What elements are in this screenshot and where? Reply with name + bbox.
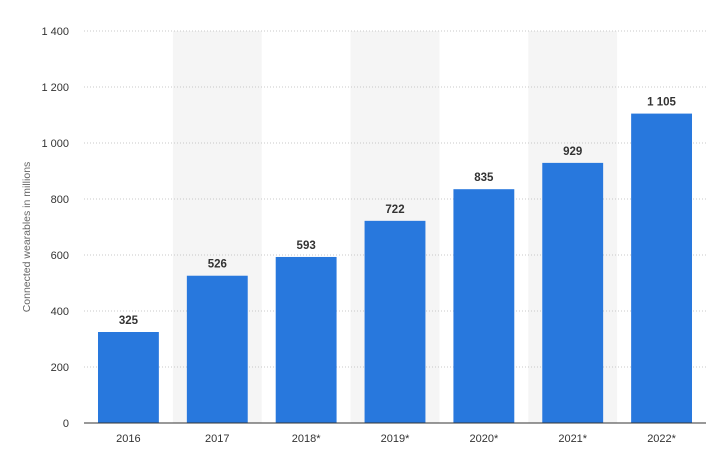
y-tick-label: 600 [51, 250, 69, 262]
data-label: 929 [563, 146, 582, 158]
bar [275, 256, 337, 423]
x-tick-label: 2022* [647, 433, 676, 445]
x-tick-label: 2018* [292, 433, 321, 445]
x-axis-ticks: 2016 2017 2018* 2019* 2020* 2021* 2022* [116, 433, 676, 445]
bar [453, 189, 515, 423]
data-label: 526 [208, 259, 227, 271]
x-tick-label: 2016 [116, 433, 140, 445]
data-label: 1 105 [647, 97, 676, 109]
x-tick-label: 2021* [558, 433, 587, 445]
y-tick-label: 1 200 [41, 82, 69, 94]
data-label: 722 [385, 204, 404, 216]
y-axis-label: Connected wearables in millions [21, 162, 33, 313]
x-tick-label: 2017 [205, 433, 229, 445]
bar [364, 220, 426, 423]
bar [186, 275, 248, 423]
y-tick-label: 1 000 [41, 138, 69, 150]
x-tick-label: 2019* [381, 433, 410, 445]
bar [97, 332, 159, 423]
y-tick-label: 0 [63, 418, 69, 430]
bar [542, 162, 604, 423]
y-tick-label: 1 400 [41, 26, 69, 38]
y-tick-label: 400 [51, 306, 69, 318]
y-axis-ticks: 0 200 400 600 800 1 000 1 200 1 400 [41, 26, 69, 430]
data-label: 325 [119, 315, 139, 327]
data-label: 593 [297, 240, 316, 252]
bars [97, 113, 693, 423]
y-tick-label: 200 [51, 362, 69, 374]
data-label: 835 [474, 172, 494, 184]
x-tick-label: 2020* [469, 433, 498, 445]
y-tick-label: 800 [51, 194, 69, 206]
data-labels: 325 526 593 722 835 929 1 105 [119, 97, 677, 327]
bar [631, 113, 693, 423]
